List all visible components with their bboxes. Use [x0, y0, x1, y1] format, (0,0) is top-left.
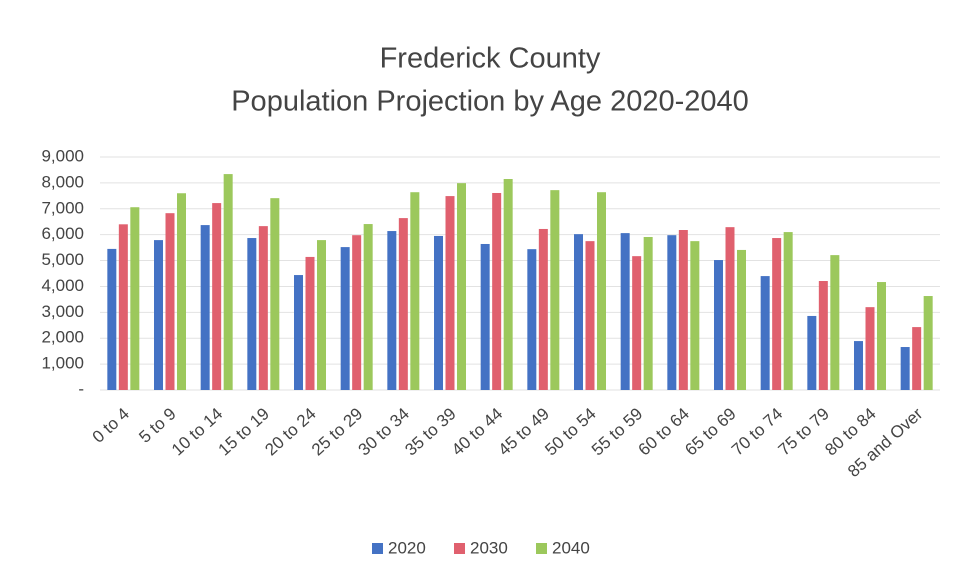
- bar: [410, 192, 420, 390]
- bar: [527, 249, 537, 390]
- bar: [597, 192, 606, 390]
- bar: [574, 234, 583, 390]
- legend-label: 2030: [470, 538, 508, 557]
- legend-label: 2040: [552, 538, 590, 557]
- bar: [725, 227, 735, 390]
- bar: [118, 224, 128, 390]
- legend-swatch: [536, 543, 547, 554]
- bar: [258, 226, 268, 390]
- bar: [643, 236, 653, 390]
- bar: [247, 238, 257, 390]
- bar: [538, 228, 548, 390]
- bar: [877, 282, 886, 390]
- y-tick-label: 7,000: [41, 198, 84, 217]
- bar: [923, 296, 933, 390]
- y-tick-label: 6,000: [41, 224, 84, 243]
- bar: [177, 193, 186, 390]
- bar: [305, 256, 315, 390]
- bar: [352, 235, 362, 390]
- bar: [783, 232, 793, 390]
- bar: [760, 276, 770, 390]
- bar: [503, 179, 513, 390]
- bar: [772, 238, 782, 390]
- bar: [317, 240, 326, 390]
- bar: [818, 281, 828, 390]
- bar: [165, 213, 175, 390]
- bar: [154, 240, 163, 390]
- bar: [550, 190, 560, 390]
- bar: [212, 203, 222, 390]
- bar: [340, 247, 350, 390]
- bar: [714, 260, 723, 390]
- bar: [387, 231, 397, 390]
- legend-label: 2020: [388, 538, 426, 557]
- bar: [130, 207, 140, 390]
- legend-swatch: [372, 543, 383, 554]
- bar: [480, 243, 490, 390]
- bar: [107, 248, 117, 390]
- bar: [807, 315, 817, 390]
- bar: [865, 307, 875, 390]
- bar: [457, 183, 466, 390]
- bar: [854, 341, 863, 390]
- bar: [294, 275, 303, 390]
- bar: [737, 249, 746, 390]
- bar: [632, 256, 642, 390]
- bar: [434, 235, 443, 390]
- bar: [363, 224, 373, 390]
- chart-title: Frederick County: [380, 43, 601, 75]
- bar: [200, 225, 210, 390]
- bar: [667, 235, 677, 390]
- bar: [620, 233, 630, 390]
- bar: [678, 230, 688, 390]
- bar: [912, 327, 922, 390]
- bar: [492, 192, 502, 390]
- bar: [900, 347, 910, 390]
- bar: [270, 198, 280, 390]
- y-tick-label: 1,000: [41, 354, 84, 373]
- y-tick-label: 3,000: [41, 302, 84, 321]
- bar: [445, 196, 455, 390]
- y-tick-label: 4,000: [41, 276, 84, 295]
- bar: [398, 218, 408, 390]
- y-tick-label: -: [78, 379, 84, 398]
- bar: [830, 255, 840, 390]
- bar: [585, 241, 595, 390]
- legend-swatch: [454, 543, 465, 554]
- y-tick-label: 9,000: [41, 146, 84, 165]
- y-tick-label: 5,000: [41, 250, 84, 269]
- y-tick-label: 8,000: [41, 172, 84, 191]
- chart-title: Population Projection by Age 2020-2040: [231, 86, 749, 118]
- bar: [690, 241, 700, 390]
- bar: [223, 174, 233, 390]
- y-tick-label: 2,000: [41, 328, 84, 347]
